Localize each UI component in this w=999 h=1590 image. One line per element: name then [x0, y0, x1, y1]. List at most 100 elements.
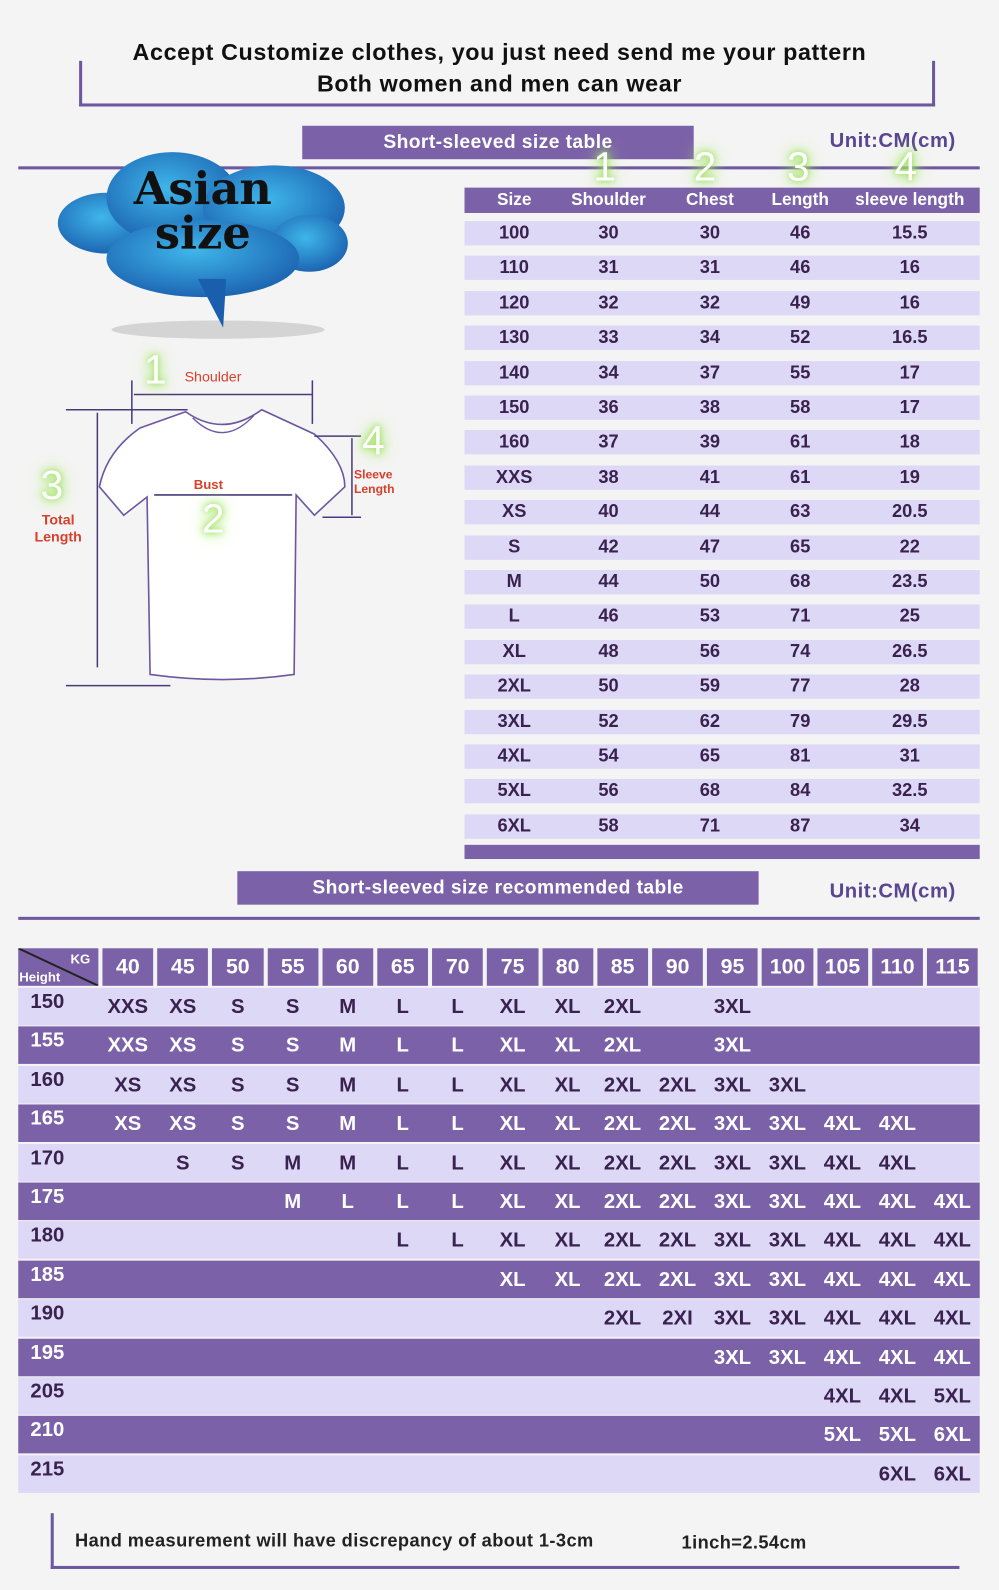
size-cell: 42: [598, 536, 619, 557]
size-cell: 16: [899, 256, 920, 278]
weight-header: 90: [652, 948, 704, 986]
header-line-1: Accept Customize clothes, you just need …: [132, 38, 867, 65]
recommended-size: L: [396, 1190, 409, 1213]
size-cell: 34: [899, 815, 920, 836]
recommended-size: XL: [554, 1229, 581, 1252]
size-cell: 5XL: [497, 780, 531, 801]
col-sleeve-length: sleeve length: [855, 189, 965, 209]
recommended-size: 3XL: [713, 1151, 752, 1175]
size-cell: 37: [598, 431, 619, 452]
size-cell: 50: [598, 675, 619, 696]
recommended-size: 3XL: [713, 1112, 752, 1136]
size-cell: 74: [790, 640, 811, 662]
recommended-size: XXS: [107, 995, 149, 1019]
size-cell: XL: [502, 640, 526, 662]
recommended-size: XS: [169, 1034, 197, 1058]
recommended-size: 4XL: [878, 1346, 916, 1369]
recommended-size: 2XL: [603, 1112, 642, 1136]
size-table-footer-bar: [464, 844, 980, 860]
weight-header: 105: [817, 948, 868, 986]
recommended-size: M: [339, 1151, 357, 1175]
size-cell: 54: [598, 745, 619, 766]
weight-header: 85: [597, 948, 649, 986]
col-length: Length: [771, 189, 829, 209]
recommended-size: 5XL: [933, 1385, 971, 1408]
size-row: L 46 53 71 25: [464, 604, 980, 630]
badge-line-1: Asian: [133, 163, 272, 216]
recommended-size: S: [230, 995, 245, 1019]
size-cell: 59: [699, 675, 721, 696]
recommended-size: 4XL: [878, 1307, 916, 1330]
size-cell: 4XL: [497, 745, 531, 766]
size-row: XL 48 56 74 26.5: [464, 639, 980, 665]
size-row: XS 40 44 63 20.5: [464, 500, 980, 525]
size-cell: 58: [598, 815, 619, 836]
size-cell: XS: [502, 501, 527, 522]
height-label: 170: [30, 1146, 65, 1169]
recommended-size: S: [230, 1034, 245, 1058]
recommended-size: 4XL: [878, 1229, 916, 1252]
size-cell: 63: [790, 501, 811, 522]
corner-height: Height: [19, 969, 61, 985]
recommended-size: L: [451, 1034, 464, 1058]
weight-header: 110: [872, 948, 923, 986]
recommended-size: 4XL: [823, 1346, 861, 1369]
size-cell: 77: [790, 675, 811, 696]
size-cell: 32: [598, 291, 619, 313]
size-cell: 81: [790, 745, 811, 766]
recommended-size: L: [396, 1112, 409, 1136]
size-cell: 16.5: [891, 326, 928, 348]
height-label: 160: [30, 1068, 65, 1092]
weight-header: 95: [707, 948, 758, 986]
measurement-note: Hand measurement will have discrepancy o…: [75, 1530, 594, 1551]
recommended-size: 4XL: [823, 1112, 861, 1136]
recommended-size: XS: [169, 995, 197, 1019]
size-cell: 58: [790, 396, 811, 417]
size-row: 5XL 56 68 84 32.5: [464, 779, 980, 804]
recommended-size: 6XL: [933, 1463, 971, 1486]
size-cell: 22: [899, 536, 920, 557]
asian-size-cloud-badge: [57, 152, 348, 339]
col-chest: Chest: [685, 189, 734, 209]
size-cell: 150: [498, 396, 530, 417]
total-label-line-1: Total: [41, 511, 75, 528]
recommended-size: 4XL: [933, 1229, 971, 1252]
recommended-size: 3XL: [713, 995, 752, 1019]
size-cell: 29.5: [891, 710, 928, 731]
recommended-size: 5XL: [878, 1424, 916, 1447]
recommended-size: 3XL: [768, 1307, 807, 1330]
recommended-size: 3XL: [768, 1268, 807, 1291]
size-row: 160 37 39 61 18: [464, 430, 980, 455]
height-label: 180: [30, 1224, 65, 1247]
recommend-row: 165 XS XS S S M L L XL XL 2XL 2XL 3XL 3XL 4XL 4XL: [18, 1104, 980, 1143]
size-row: 130 33 34 52 16.5: [464, 325, 980, 351]
height-label: 190: [30, 1302, 65, 1325]
size-cell: M: [506, 570, 522, 592]
recommended-size: M: [339, 1073, 357, 1097]
recommended-size: S: [230, 1112, 245, 1136]
recommended-size: XL: [499, 995, 526, 1019]
size-cell: 120: [498, 291, 530, 313]
size-cell: 32.5: [891, 780, 928, 801]
diagram-marker-4: 4: [362, 418, 385, 464]
recommended-size: 3XL: [768, 1073, 807, 1097]
size-row: 150 36 38 58 17: [464, 395, 980, 420]
weight-header: 45: [157, 948, 209, 986]
size-cell: 17: [899, 396, 920, 417]
recommended-size: 3XL: [713, 1268, 752, 1291]
size-cell: 18: [899, 431, 920, 452]
size-cell: 3XL: [497, 710, 531, 731]
size-cell: 31: [598, 256, 619, 278]
sleeve-label-line-2: Length: [353, 481, 395, 496]
size-cell: 110: [499, 256, 529, 278]
size-cell: 30: [699, 222, 721, 243]
recommend-row: 160 XS XS S S M L L XL XL 2XL 2XL 3XL 3XL: [18, 1065, 980, 1104]
size-cell: 34: [699, 326, 721, 348]
weight-header: 40: [102, 948, 154, 986]
size-cell: 31: [899, 745, 920, 766]
corner-header: KG Height: [18, 948, 99, 986]
size-cell: 61: [790, 466, 811, 487]
marker-2: 2: [693, 145, 717, 190]
size-row: 110 31 31 46 16: [464, 255, 980, 281]
